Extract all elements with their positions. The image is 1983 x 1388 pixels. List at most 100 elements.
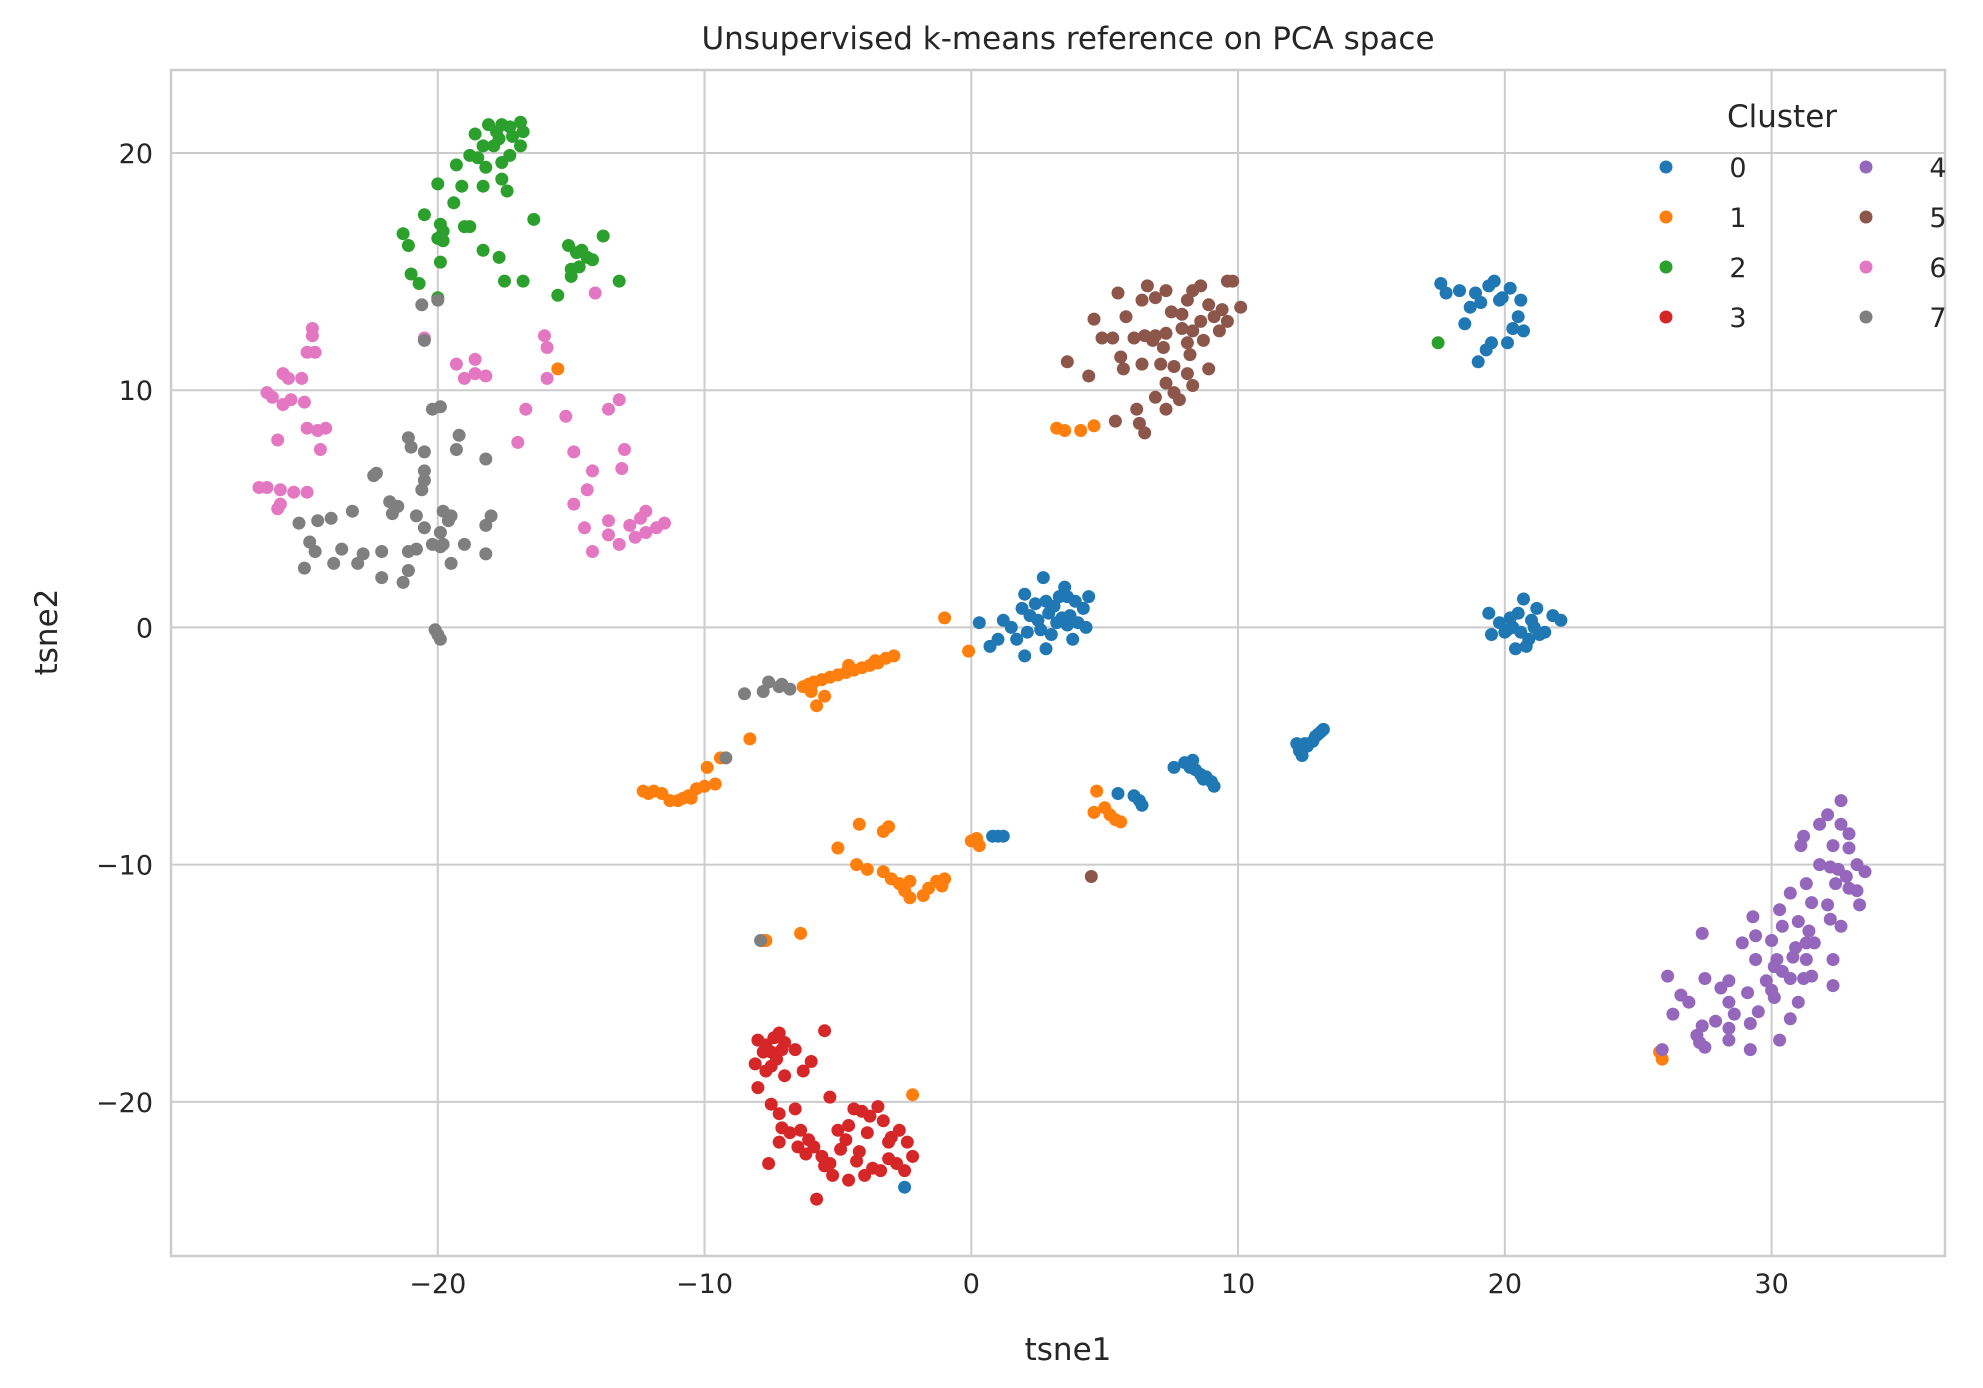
data-point bbox=[1842, 827, 1856, 841]
data-point bbox=[860, 862, 874, 876]
data-point bbox=[1058, 424, 1072, 437]
data-point bbox=[1159, 326, 1173, 340]
data-point bbox=[1047, 599, 1061, 613]
data-point bbox=[1167, 360, 1181, 373]
data-point bbox=[628, 530, 642, 544]
data-point bbox=[351, 556, 365, 570]
data-point bbox=[1439, 286, 1453, 300]
legend: Cluster 0 1 2 3 4 5 6 7 bbox=[1659, 99, 1947, 334]
data-point bbox=[834, 1142, 848, 1156]
data-point bbox=[1751, 1005, 1765, 1019]
data-point bbox=[1207, 779, 1221, 793]
data-point bbox=[772, 1026, 786, 1040]
data-point bbox=[1116, 362, 1130, 376]
data-point bbox=[1802, 924, 1816, 938]
x-tick-label: 20 bbox=[1488, 1269, 1522, 1300]
data-point bbox=[345, 504, 359, 518]
data-point bbox=[1140, 279, 1154, 293]
data-point bbox=[433, 255, 447, 269]
data-point bbox=[775, 1043, 789, 1057]
data-point bbox=[1194, 314, 1208, 328]
data-point bbox=[818, 689, 832, 703]
data-point bbox=[506, 129, 519, 143]
data-point bbox=[1453, 284, 1466, 298]
data-point bbox=[882, 1152, 896, 1166]
series-0 bbox=[898, 274, 1568, 1194]
data-point bbox=[308, 545, 322, 558]
data-point bbox=[385, 507, 399, 521]
data-point bbox=[719, 751, 733, 765]
data-point bbox=[772, 1135, 786, 1149]
data-point bbox=[295, 371, 309, 385]
data-point bbox=[1074, 424, 1088, 437]
data-point bbox=[300, 345, 314, 359]
data-point bbox=[1175, 307, 1189, 321]
data-point bbox=[1028, 597, 1042, 611]
data-point bbox=[1106, 331, 1120, 345]
data-point bbox=[612, 537, 626, 551]
data-point bbox=[1805, 969, 1819, 983]
data-point bbox=[287, 485, 301, 499]
data-point bbox=[463, 220, 477, 234]
series-5 bbox=[1060, 274, 1248, 883]
data-point bbox=[1682, 995, 1696, 1009]
data-point bbox=[431, 177, 445, 191]
data-point bbox=[1148, 390, 1162, 404]
data-point bbox=[1794, 839, 1808, 853]
x-tick-label: 30 bbox=[1754, 1269, 1788, 1300]
data-point bbox=[404, 440, 418, 454]
data-point bbox=[412, 277, 426, 290]
data-point bbox=[1722, 995, 1736, 1009]
y-tick-label: −20 bbox=[96, 1088, 153, 1119]
data-point bbox=[1079, 620, 1093, 634]
data-point bbox=[1714, 981, 1728, 995]
data-point bbox=[839, 1133, 853, 1147]
data-point bbox=[751, 1081, 765, 1095]
data-point bbox=[1044, 628, 1058, 641]
data-point bbox=[1850, 884, 1864, 898]
data-point bbox=[1060, 590, 1074, 604]
data-point bbox=[1130, 402, 1144, 416]
data-point bbox=[1183, 760, 1197, 774]
data-point bbox=[1791, 915, 1805, 928]
data-point bbox=[804, 1055, 818, 1068]
data-point bbox=[452, 428, 466, 442]
data-point bbox=[396, 227, 410, 241]
data-point bbox=[1458, 317, 1472, 331]
data-point bbox=[1108, 414, 1122, 428]
data-point bbox=[567, 497, 581, 511]
data-point bbox=[1154, 357, 1168, 371]
data-point bbox=[1167, 760, 1181, 774]
data-point bbox=[265, 390, 279, 404]
data-point bbox=[1503, 611, 1517, 625]
data-point bbox=[297, 395, 311, 409]
data-point bbox=[1018, 649, 1032, 663]
data-point bbox=[1501, 336, 1514, 350]
legend-marker bbox=[1859, 210, 1873, 224]
data-point bbox=[476, 243, 490, 257]
data-point bbox=[602, 514, 615, 528]
data-point bbox=[602, 528, 615, 542]
data-point bbox=[906, 1088, 920, 1102]
data-point bbox=[658, 516, 671, 530]
legend-marker bbox=[1659, 210, 1673, 224]
data-point bbox=[1159, 402, 1173, 416]
data-point bbox=[1087, 419, 1101, 433]
legend-label: 1 bbox=[1729, 203, 1746, 234]
data-point bbox=[447, 196, 461, 210]
data-point bbox=[415, 483, 429, 497]
data-point bbox=[1530, 601, 1544, 615]
data-point bbox=[1156, 341, 1170, 354]
data-point bbox=[1485, 628, 1498, 641]
data-point bbox=[586, 545, 599, 558]
data-point bbox=[276, 398, 290, 411]
data-point bbox=[1853, 898, 1867, 912]
data-point bbox=[1506, 322, 1520, 335]
data-point bbox=[1858, 865, 1872, 879]
data-point bbox=[823, 1090, 837, 1104]
data-point bbox=[1034, 623, 1048, 637]
data-point bbox=[1655, 1052, 1669, 1066]
data-point bbox=[708, 777, 722, 791]
data-point bbox=[858, 1168, 872, 1182]
